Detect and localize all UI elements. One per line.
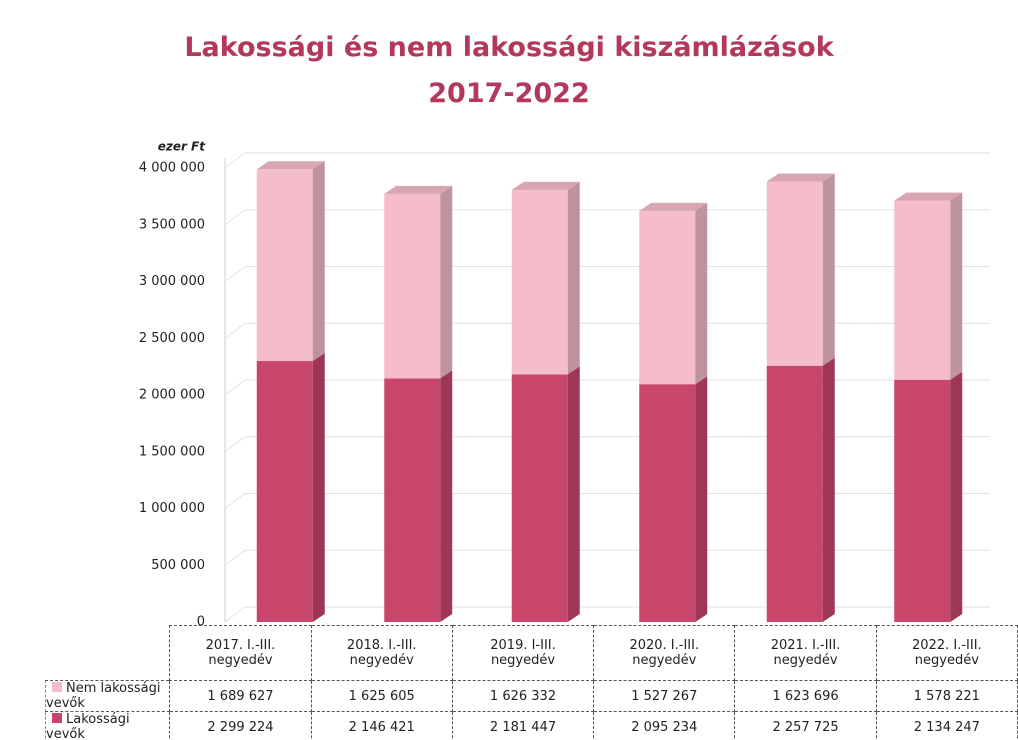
y-axis-label: ezer Ft bbox=[158, 140, 207, 154]
bar-side bbox=[312, 161, 325, 362]
bar bbox=[511, 374, 568, 622]
bar bbox=[384, 378, 441, 622]
bar-side bbox=[950, 192, 963, 380]
bar-side bbox=[440, 370, 453, 622]
bar bbox=[894, 379, 951, 622]
grid-line bbox=[224, 209, 990, 226]
y-tick-label: 500 000 bbox=[151, 558, 205, 573]
bar-side bbox=[440, 185, 453, 379]
value-label: 2 146 421 bbox=[310, 711, 453, 740]
y-tick-label: 3 500 000 bbox=[139, 217, 205, 232]
y-tick-label: 0 bbox=[197, 615, 205, 630]
value-label: 2 134 247 bbox=[875, 711, 1018, 740]
bar bbox=[384, 193, 441, 379]
bar-top bbox=[384, 185, 453, 194]
value-label: 2 181 447 bbox=[451, 711, 595, 740]
table-corner bbox=[46, 626, 170, 681]
grid-line bbox=[224, 152, 990, 169]
table-row: Nem lakossági vevők 1 689 627 1 625 605 1 6… bbox=[44, 680, 1018, 712]
value-label: 1 625 605 bbox=[310, 680, 453, 712]
bar bbox=[766, 181, 823, 366]
bar-side bbox=[567, 366, 580, 622]
y-tick-label: 1 000 000 bbox=[139, 501, 205, 516]
bar bbox=[256, 361, 313, 622]
bar-top bbox=[256, 161, 325, 170]
grid-line bbox=[224, 322, 990, 339]
category-label: 2022. I.-III. negyedév bbox=[875, 625, 1018, 681]
table-header: 2017. I.-III. negyedév 2018. I.-III. negy… bbox=[46, 625, 1018, 681]
bar-side bbox=[567, 181, 580, 375]
y-tick-label: 2 000 000 bbox=[139, 388, 205, 403]
y-tick-label: 4 000 000 bbox=[139, 161, 205, 176]
category-label: 2019. I-III. negyedév bbox=[451, 625, 595, 681]
table-row: Lakossági vevők 2 299 224 2 146 421 2 181 4… bbox=[44, 711, 1018, 740]
value-label: 1 626 332 bbox=[451, 680, 595, 712]
bar-top bbox=[766, 173, 835, 182]
grid-line bbox=[224, 549, 990, 566]
y-tick-label: 1 500 000 bbox=[139, 444, 205, 459]
bar-side bbox=[312, 353, 325, 622]
bar-top bbox=[894, 192, 963, 201]
value-label: 1 689 627 bbox=[169, 680, 312, 712]
category-label: 2018. I.-III. negyedév bbox=[310, 625, 453, 681]
bar bbox=[639, 210, 696, 385]
chart-subtitle: 2017-2022 bbox=[428, 78, 590, 109]
grid-line bbox=[224, 379, 990, 396]
legend-entry: Nem lakossági vevők bbox=[44, 680, 171, 712]
value-label: 1 527 267 bbox=[593, 680, 736, 712]
y-tick-label: 3 000 000 bbox=[139, 274, 205, 289]
category-label: 2020. I.-III. negyedév bbox=[593, 625, 736, 681]
bar bbox=[894, 200, 951, 380]
bar bbox=[511, 189, 568, 375]
grid-line bbox=[224, 436, 990, 453]
grid-line bbox=[224, 606, 990, 623]
bar-side bbox=[695, 202, 708, 385]
value-label: 1 578 221 bbox=[875, 680, 1018, 712]
legend-swatch bbox=[52, 713, 62, 723]
bar-side bbox=[695, 376, 708, 622]
legend-swatch bbox=[52, 682, 62, 692]
chart-title: Lakossági és nem lakossági kiszámlázások bbox=[184, 32, 834, 63]
bar bbox=[639, 384, 696, 622]
category-label: 2021. I.-III. negyedév bbox=[734, 625, 877, 681]
bar bbox=[256, 169, 313, 362]
legend-label: Nem lakossági vevők bbox=[46, 681, 161, 711]
value-label: 1 623 696 bbox=[734, 680, 877, 712]
value-label: 2 257 725 bbox=[734, 711, 877, 740]
bar-side bbox=[822, 357, 835, 622]
bar-side bbox=[822, 173, 835, 366]
legend-label: Lakossági vevők bbox=[46, 712, 130, 740]
bar-top bbox=[511, 181, 580, 190]
y-tick-label: 2 500 000 bbox=[139, 331, 205, 346]
bar-top bbox=[639, 202, 708, 211]
bar-side bbox=[950, 371, 963, 622]
category-label: 2017. I.-III. negyedév bbox=[169, 625, 312, 681]
bar bbox=[766, 365, 823, 622]
value-label: 2 095 234 bbox=[593, 711, 736, 740]
legend-entry: Lakossági vevők bbox=[44, 711, 171, 740]
data-table: 2017. I.-III. negyedév 2018. I.-III. negy… bbox=[44, 625, 1018, 740]
value-label: 2 299 224 bbox=[169, 711, 312, 740]
grid-line bbox=[224, 493, 990, 509]
grid-line bbox=[224, 266, 990, 282]
